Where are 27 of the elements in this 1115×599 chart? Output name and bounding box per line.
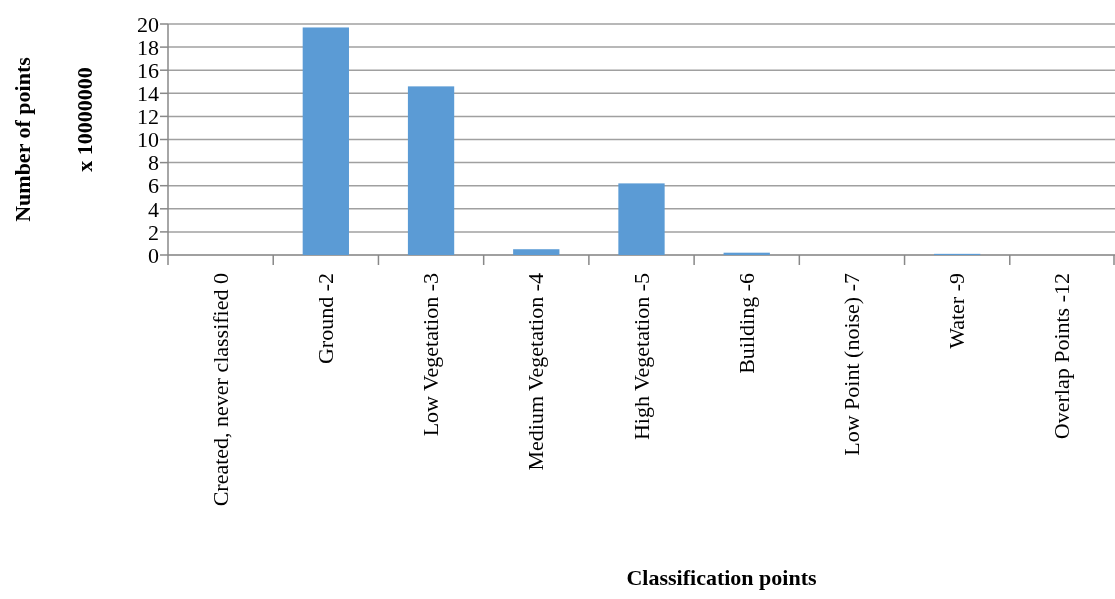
x-tick-label: Ground -2 [312,273,338,365]
x-tick-label: Low Vegetation -3 [418,273,444,437]
y-tick-label: 18 [137,34,159,60]
y-tick-label: 6 [148,173,159,199]
y-tick-label: 10 [137,127,159,153]
bar [618,183,665,255]
bar [513,249,560,255]
y-tick-label: 12 [137,104,159,130]
y-axis-title: Number of points [10,56,35,222]
bar [407,86,455,255]
y-tick-label: 0 [148,242,159,268]
x-tick-label: Created, never classified 0 [207,273,233,507]
x-tick-label: Overlap Points -12 [1049,273,1075,440]
x-tick-label: Medium Vegetation -4 [523,273,549,471]
y-tick-label: 2 [148,219,159,245]
y-tick-label: 8 [148,150,159,176]
text: x 10000000 [72,67,97,172]
x-tick-label: Low Point (noise) -7 [838,273,864,456]
bar [302,27,349,255]
y-tick-label: 20 [137,11,159,37]
x-axis-title: Classification points [626,565,817,590]
x-tick-label: Water -9 [944,273,970,349]
y-tick-label: 14 [137,81,159,106]
x-tick-label: Building -6 [733,273,759,374]
y-tick-label: 16 [137,57,159,83]
y-tick-label: 4 [148,196,159,222]
x-tick-label: High Vegetation -5 [628,273,654,441]
